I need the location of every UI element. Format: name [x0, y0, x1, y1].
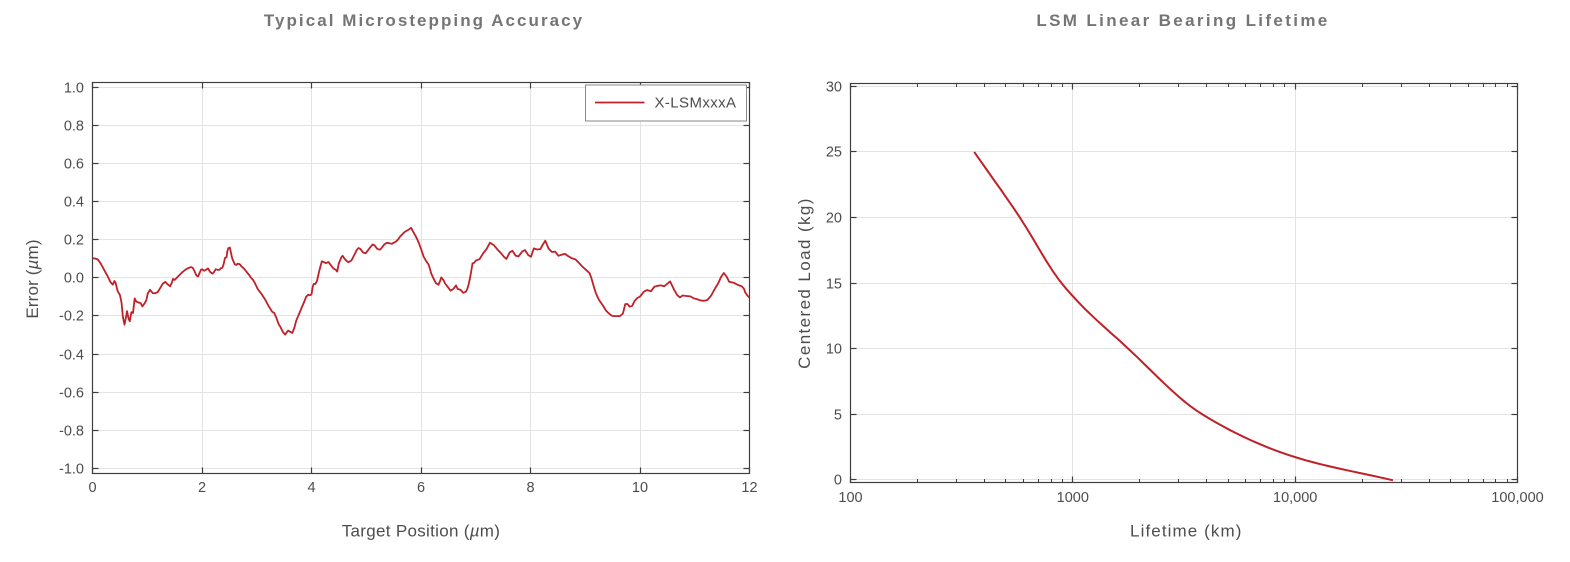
svg-text:Typical Microstepping Accuracy: Typical Microstepping Accuracy [264, 11, 584, 30]
svg-text:5: 5 [834, 408, 842, 424]
svg-text:0.6: 0.6 [64, 157, 84, 173]
svg-text:12: 12 [741, 480, 757, 496]
svg-text:10: 10 [826, 342, 842, 358]
svg-text:0: 0 [88, 480, 96, 496]
svg-text:8: 8 [526, 480, 534, 496]
svg-text:25: 25 [826, 145, 842, 161]
svg-text:-0.6: -0.6 [59, 386, 84, 402]
svg-text:-1.0: -1.0 [59, 462, 84, 478]
svg-text:Lifetime (km): Lifetime (km) [1130, 522, 1243, 541]
svg-text:0.8: 0.8 [64, 119, 84, 135]
svg-text:Centered Load (kg): Centered Load (kg) [795, 197, 814, 369]
svg-text:10: 10 [632, 480, 648, 496]
svg-text:0: 0 [834, 473, 842, 489]
svg-text:10,000: 10,000 [1273, 490, 1317, 506]
svg-text:30: 30 [826, 80, 842, 96]
svg-text:Error (µm): Error (µm) [23, 239, 42, 318]
svg-text:Target Position (µm): Target Position (µm) [342, 522, 500, 541]
svg-text:LSM Linear Bearing Lifetime: LSM Linear Bearing Lifetime [1036, 11, 1329, 30]
svg-text:0.4: 0.4 [64, 195, 84, 211]
svg-text:2: 2 [198, 480, 206, 496]
svg-text:0.2: 0.2 [64, 233, 84, 249]
svg-text:4: 4 [307, 480, 315, 496]
svg-text:0.0: 0.0 [64, 271, 84, 287]
svg-text:15: 15 [826, 277, 842, 293]
svg-text:-0.8: -0.8 [59, 424, 84, 440]
svg-text:-0.4: -0.4 [59, 348, 84, 364]
svg-text:20: 20 [826, 211, 842, 227]
svg-text:1000: 1000 [1057, 490, 1089, 506]
svg-text:6: 6 [417, 480, 425, 496]
svg-text:-0.2: -0.2 [59, 309, 84, 325]
svg-text:100,000: 100,000 [1491, 490, 1543, 506]
svg-text:1.0: 1.0 [64, 81, 84, 97]
svg-text:100: 100 [838, 490, 862, 506]
svg-text:X-LSMxxxA: X-LSMxxxA [655, 95, 737, 112]
